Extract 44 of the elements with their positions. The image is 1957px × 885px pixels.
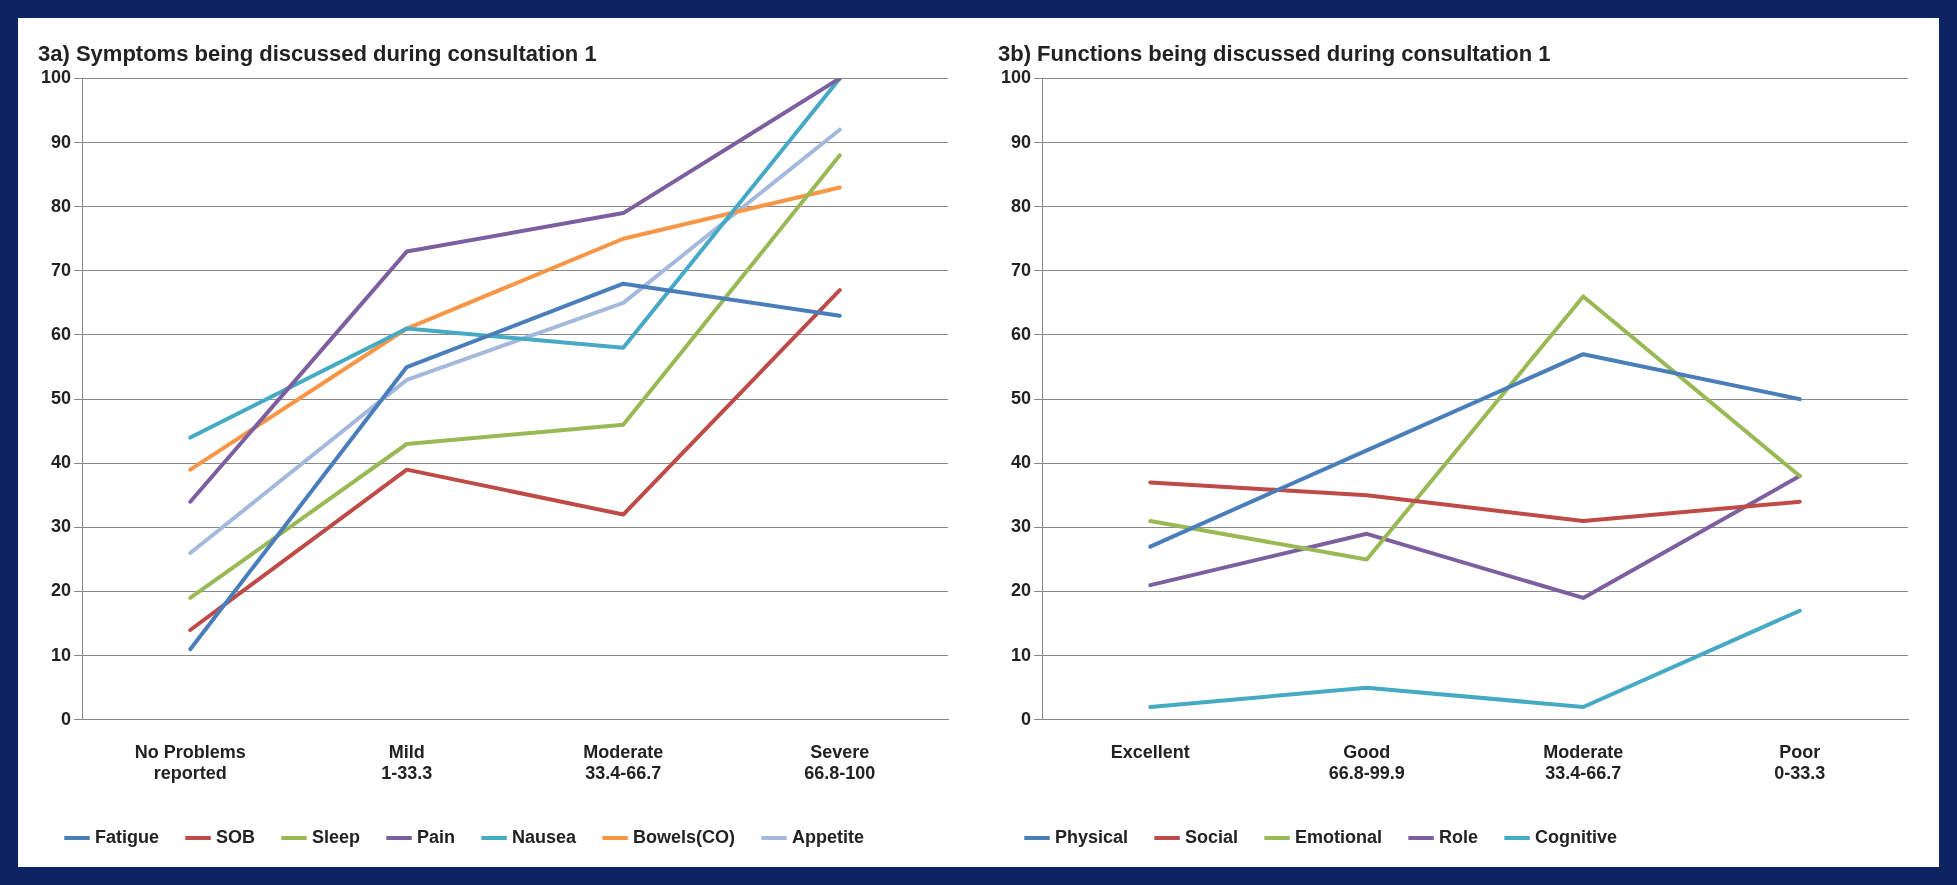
x-tick-label: Moderate 33.4-66.7	[1543, 741, 1624, 784]
legend-label: Pain	[417, 826, 456, 847]
y-tick-label: 0	[61, 708, 72, 729]
legend-label: Physical	[1055, 826, 1129, 847]
y-tick-label: 60	[51, 323, 72, 344]
y-tick-label: 50	[51, 388, 72, 409]
legend-label: Appetite	[792, 826, 865, 847]
legend-label: Emotional	[1295, 826, 1383, 847]
y-tick-label: 10	[1011, 644, 1032, 665]
y-tick-label: 20	[1011, 580, 1032, 601]
y-tick-label: 10	[51, 644, 72, 665]
x-tick-label: Moderate 33.4-66.7	[583, 741, 664, 784]
legend-label: Fatigue	[95, 826, 160, 847]
y-tick-label: 30	[51, 516, 72, 537]
legend-label: Bowels(CO)	[633, 826, 736, 847]
y-tick-label: 40	[1011, 452, 1032, 473]
y-tick-label: 80	[1011, 195, 1032, 216]
x-tick-label: No Problems reported	[134, 741, 246, 784]
y-tick-label: 50	[1011, 388, 1032, 409]
x-tick-label: Good 66.8-99.9	[1328, 741, 1405, 784]
legend-label: Sleep	[312, 826, 361, 847]
legend-label: Cognitive	[1535, 826, 1618, 847]
legend-label: Social	[1185, 826, 1239, 847]
y-tick-label: 90	[1011, 131, 1032, 152]
chart-title: 3b) Functions being discussed during consultation 1	[998, 41, 1551, 67]
y-tick-label: 40	[51, 452, 72, 473]
x-tick-label: Excellent	[1110, 741, 1190, 762]
x-tick-label: Severe 66.8-100	[804, 741, 876, 784]
legend-label: SOB	[216, 826, 256, 847]
x-tick-label: Mild 1-33.3	[381, 741, 433, 784]
y-tick-label: 30	[1011, 516, 1032, 537]
y-tick-label: 100	[1000, 67, 1032, 88]
x-tick-label: Poor 0-33.3	[1774, 741, 1826, 784]
y-tick-label: 60	[1011, 323, 1032, 344]
y-tick-label: 20	[51, 580, 72, 601]
y-tick-label: 100	[40, 67, 72, 88]
y-tick-label: 70	[51, 259, 72, 280]
legend-label: Nausea	[512, 826, 578, 847]
y-tick-label: 70	[1011, 259, 1032, 280]
chart-title: 3a) Symptoms being discussed during consultation 1	[38, 41, 597, 67]
legend-label: Role	[1439, 826, 1479, 847]
y-tick-label: 80	[51, 195, 72, 216]
y-tick-label: 0	[1021, 708, 1032, 729]
y-tick-label: 90	[51, 131, 72, 152]
